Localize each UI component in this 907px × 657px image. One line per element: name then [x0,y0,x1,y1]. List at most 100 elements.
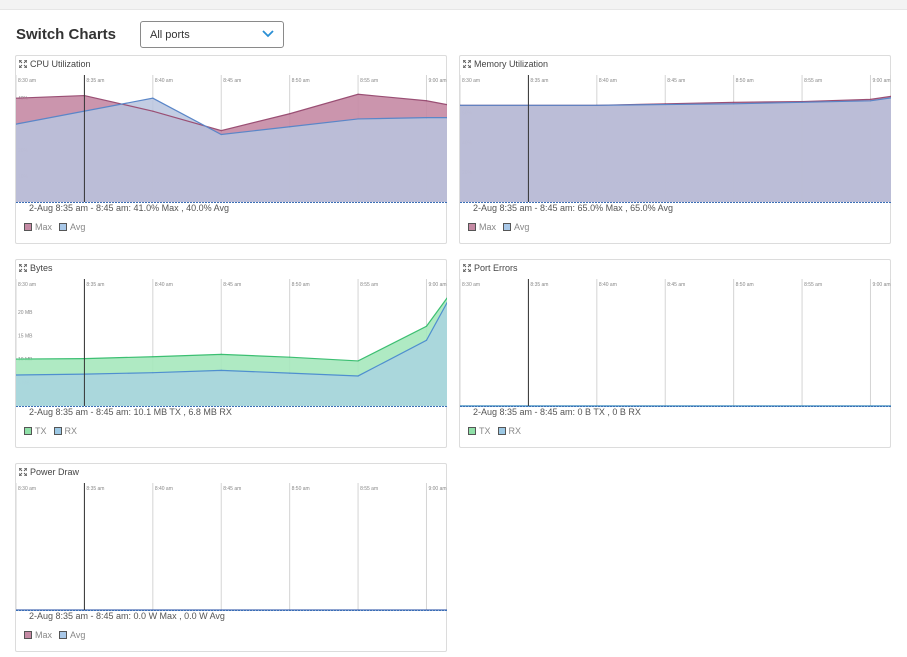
data-point [425,100,428,102]
data-point [733,101,735,103]
expand-icon[interactable] [19,468,27,476]
legend-swatch [59,223,68,231]
x-tick-label: 8:55 am [360,78,378,84]
series-line-avg [16,97,447,136]
data-point [446,104,447,106]
data-point [220,369,222,371]
chart-legend: TX RX [24,426,84,436]
x-tick-label: 8:30 am [18,282,36,288]
x-tick-label: 9:00 am [428,78,446,84]
chart-plot: 8:30 am 8:35 am 8:40 am 8:45 am 8:50 am 8:55 … [460,75,891,203]
series-line-avg [460,97,891,106]
expand-icon[interactable] [463,60,471,68]
data-point [152,97,154,99]
legend-item-tx[interactable]: TX [24,426,47,436]
chart-title: Power Draw [30,467,80,477]
x-tick-label: 8:45 am [223,78,241,84]
legend-item-tx[interactable]: TX [468,426,491,436]
hover-summary: 2-Aug 8:35 am - 8:45 am: 41.0% Max , 40.… [29,203,229,213]
port-filter-value: All ports [150,29,190,41]
cpu-utilization-panel: CPU Utilization 8:30 am 8:35 am 8:40 am 8:45… [15,55,447,244]
power-draw-panel: Power Draw 8:30 am 8:35 am 8:40 am 8:45 am 8:… [15,463,447,652]
x-tick-label: 8:30 am [18,78,36,84]
x-tick-label: 8:35 am [86,486,104,492]
x-tick-label: 8:50 am [292,486,310,492]
port-errors-panel: Port Errors 8:30 am 8:35 am 8:40 am 8:45 am 8… [459,259,891,448]
legend-item-avg[interactable]: Avg [59,630,85,640]
y-tick-label: 15 MB [18,334,33,340]
legend-swatch [468,223,476,231]
data-point [289,356,291,358]
data-point [890,97,891,99]
x-tick-label: 8:35 am [530,282,548,288]
legend-label: Avg [70,630,86,640]
data-point [801,101,803,103]
data-point [425,609,428,611]
x-tick-label: 8:40 am [155,78,173,84]
data-point [460,104,461,106]
expand-icon[interactable] [463,264,471,272]
data-point [220,130,222,132]
panel-header: Power Draw [19,466,79,478]
data-point [869,98,872,100]
legend-label: TX [479,426,491,436]
x-tick-label: 8:45 am [223,486,241,492]
data-point [357,93,359,95]
panel-header: CPU Utilization [19,58,91,70]
x-tick-label: 8:55 am [804,282,822,288]
legend-item-max[interactable]: Max [24,630,52,640]
bytes-panel: Bytes 8:30 am 8:35 am 8:40 am 8:45 am 8:50 am… [15,259,447,448]
hover-summary: 2-Aug 8:35 am - 8:45 am: 10.1 MB TX , 6.… [29,407,232,417]
expand-icon[interactable] [19,60,27,68]
chart-plot: 8:30 am 8:35 am 8:40 am 8:45 am 8:50 am 8:55 … [460,279,891,407]
data-point [357,375,359,377]
chart-title: Port Errors [474,263,518,273]
chart-plot: 8:30 am 8:35 am 8:40 am 8:45 am 8:50 am 8:55 … [16,483,447,611]
data-point [16,374,17,376]
hover-summary: 2-Aug 8:35 am - 8:45 am: 0 B TX , 0 B RX [473,407,641,417]
legend-item-avg[interactable]: Avg [59,222,85,232]
data-point [289,372,291,374]
series-area-avg [460,97,891,202]
x-tick-label: 8:30 am [462,78,480,84]
legend-label: Max [35,222,53,232]
x-tick-label: 8:50 am [736,78,754,84]
data-point [446,117,447,119]
legend-item-rx[interactable]: RX [497,426,521,436]
series-area-rx [16,302,447,406]
legend-item-max[interactable]: Max [468,222,496,232]
legend-item-max[interactable]: Max [24,222,52,232]
expand-icon[interactable] [19,264,27,272]
data-point [357,360,359,362]
legend-swatch [497,427,506,435]
port-filter-select[interactable]: All ports [140,21,284,48]
data-point [446,297,447,299]
legend-label: Max [479,222,497,232]
data-point [289,113,291,115]
chart-plot: 8:30 am 8:35 am 8:40 am 8:45 am 8:50 am 8:55 … [16,75,447,203]
chart-title: Bytes [30,263,53,273]
data-point [152,372,154,374]
legend-item-rx[interactable]: RX [53,426,77,436]
x-tick-label: 8:55 am [360,486,378,492]
series-area-avg [16,98,447,202]
x-tick-label: 8:50 am [292,282,310,288]
data-point [16,123,17,125]
data-point [289,126,291,128]
x-tick-label: 8:30 am [462,282,480,288]
legend-swatch [53,427,62,435]
chart-legend: Max Avg [24,222,92,232]
legend-label: Avg [70,222,86,232]
x-tick-label: 8:35 am [86,78,104,84]
series-line-max [16,93,447,132]
memory-utilization-panel: Memory Utilization 8:30 am 8:35 am 8:40 am 8… [459,55,891,244]
x-tick-label: 8:30 am [18,486,36,492]
x-tick-label: 9:00 am [872,282,890,288]
x-tick-label: 8:40 am [155,282,173,288]
legend-item-avg[interactable]: Avg [503,222,529,232]
x-tick-label: 8:45 am [667,282,685,288]
chevron-down-icon [262,30,274,38]
data-point [152,356,154,358]
data-point [446,302,447,304]
x-tick-label: 8:35 am [86,282,104,288]
